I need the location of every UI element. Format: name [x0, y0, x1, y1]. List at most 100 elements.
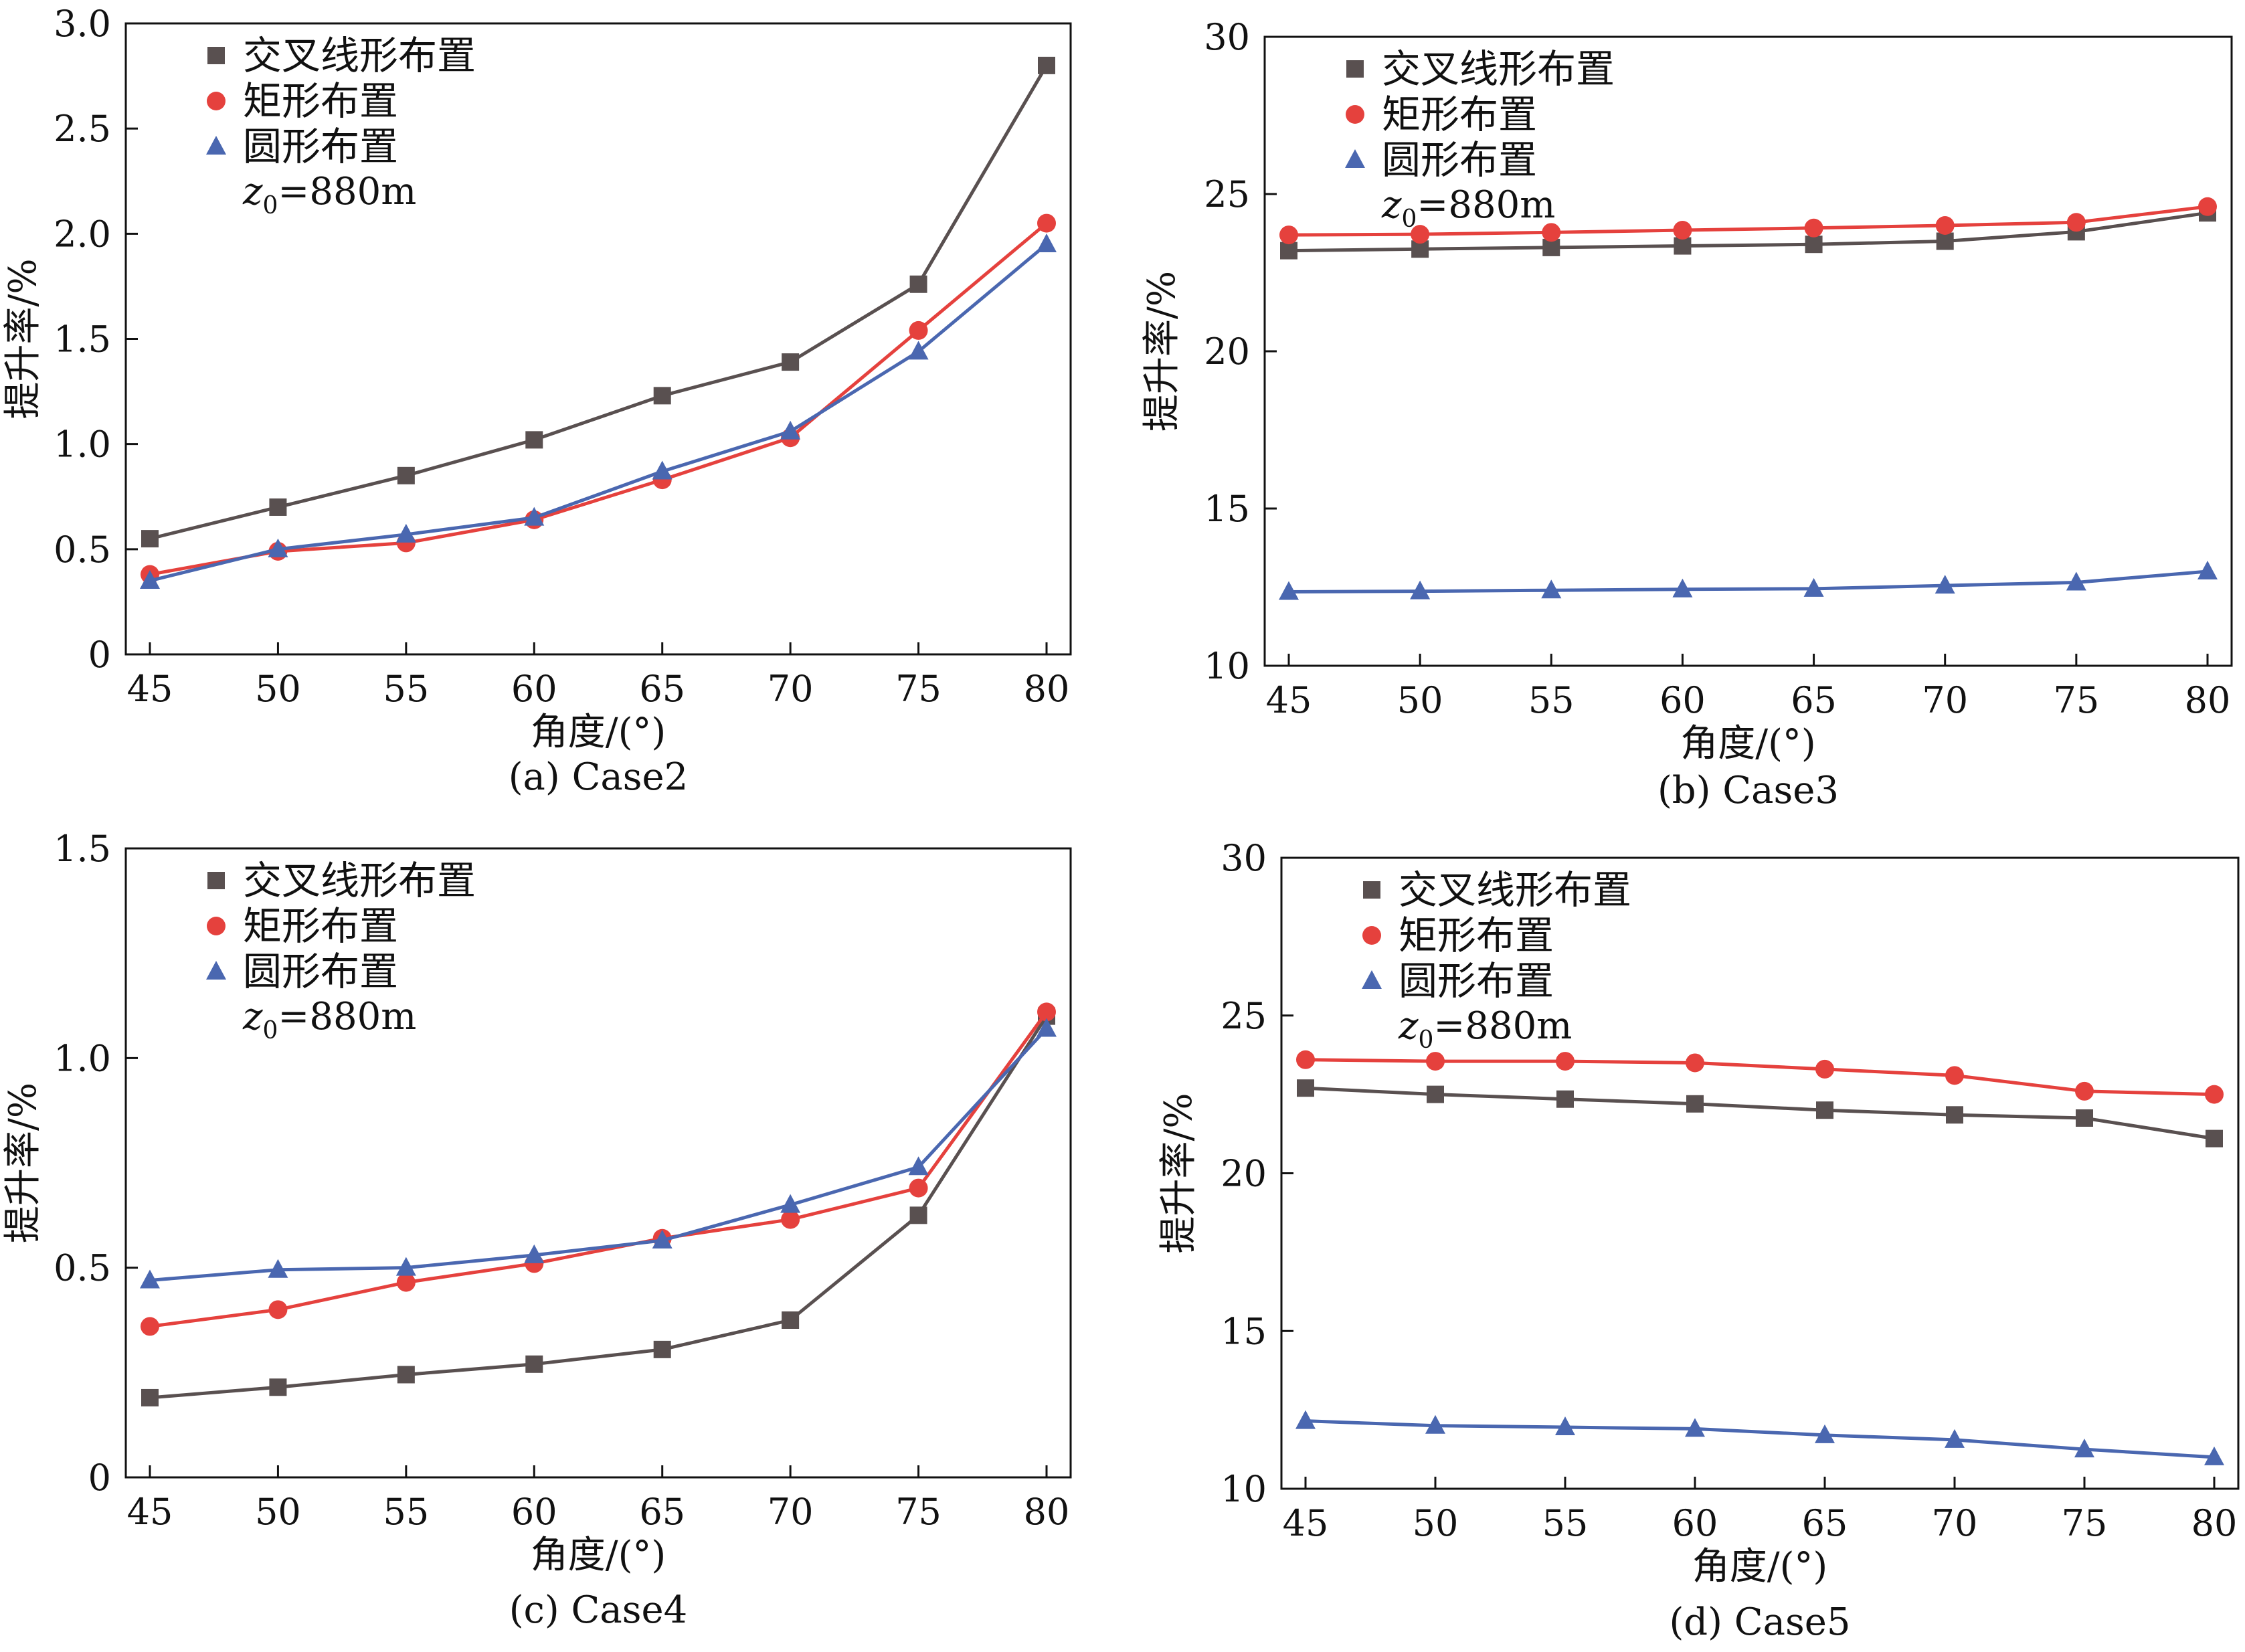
data-point-series-2 [2198, 197, 2217, 216]
data-point-series-1 [1038, 56, 1055, 74]
data-point-series-3 [1279, 581, 1299, 600]
legend-label-3: 圆形布置 [1399, 958, 1554, 1004]
y-axis-label: 提升率/% [1157, 1093, 1200, 1253]
legend-label-2: 矩形布置 [1399, 913, 1554, 958]
x-tick-label: 75 [895, 668, 941, 710]
chart-panel-2: 45 50 55 60 65 70 75 80 10 15 20 25 30 角度/(°) 提升率/% (b)… [1140, 16, 2233, 812]
data-point-series-1 [397, 466, 415, 484]
x-axis-label: 角度/(°) [1680, 722, 1816, 765]
x-tick-label: 55 [1542, 1502, 1589, 1544]
legend-label-2: 矩形布置 [1382, 92, 1537, 137]
data-point-series-3 [652, 1229, 672, 1249]
y-tick-label: 25 [1221, 995, 1267, 1037]
data-point-series-2 [396, 1273, 416, 1292]
data-point-series-3 [1295, 1410, 1316, 1429]
y-tick-label: 1.0 [54, 1037, 111, 1079]
y-tick-label: 10 [1204, 645, 1250, 687]
data-point-series-3 [1425, 1414, 1445, 1434]
legend-label-2: 矩形布置 [243, 903, 398, 949]
x-tick-label: 45 [1283, 1502, 1329, 1544]
data-point-series-2 [1945, 1066, 1964, 1085]
y-axis-label: 提升率/% [1, 1083, 45, 1243]
panel-caption: (d) Case5 [1669, 1600, 1850, 1644]
chart-panel-1: 45 50 55 60 65 70 75 80 0 0.5 1.0 1.5 2.0 2.5 3.0 角度/(°… [1, 3, 1072, 799]
x-tick-label: 60 [1672, 1502, 1718, 1544]
data-point-series-3 [1037, 1018, 1057, 1037]
data-point-series-3 [1410, 580, 1431, 600]
legend-marker-1 [207, 47, 225, 64]
chart-panel-3: 45 50 55 60 65 70 75 80 0 0.5 1.0 1.5 角度/(°) 提升率/% (c)… [1, 828, 1072, 1632]
data-point-series-1 [782, 353, 800, 371]
z0-subscript: 0 [263, 1017, 278, 1044]
legend-label-3: 圆形布置 [243, 124, 398, 169]
data-point-series-1 [1816, 1101, 1833, 1119]
data-point-series-2 [1556, 1052, 1575, 1071]
data-point-series-3 [395, 1257, 416, 1276]
data-point-series-3 [395, 523, 416, 543]
data-point-series-1 [653, 387, 671, 405]
legend-z0-note: z0=880m [1381, 183, 1555, 233]
data-point-series-3 [524, 1244, 545, 1263]
legend-marker-1 [1363, 881, 1380, 899]
data-point-series-1 [397, 1366, 415, 1384]
legend-z0-note: z0=880m [242, 995, 416, 1044]
data-point-series-2 [1037, 1002, 1056, 1022]
data-point-series-2 [2075, 1081, 2094, 1101]
y-axis-label: 提升率/% [1140, 271, 1184, 432]
data-point-series-3 [780, 1194, 801, 1213]
series-line-3 [149, 1027, 1048, 1282]
x-tick-label: 50 [255, 1491, 301, 1533]
data-point-series-1 [141, 530, 159, 548]
data-point-series-3 [652, 460, 672, 480]
series-line-1 [149, 64, 1049, 541]
y-tick-label: 15 [1221, 1310, 1267, 1352]
x-tick-label: 65 [1802, 1502, 1848, 1544]
data-point-series-2 [1673, 221, 1692, 240]
z0-value: =880m [1433, 1004, 1572, 1048]
y-tick-label: 2.5 [54, 108, 111, 150]
legend-marker-2 [1362, 926, 1381, 945]
legend-marker-2 [207, 917, 226, 935]
y-tick-label: 1.5 [54, 318, 111, 361]
x-tick-label: 55 [383, 668, 429, 710]
data-point-series-1 [909, 275, 927, 293]
legend-marker-2 [1346, 105, 1364, 124]
series-line-1 [149, 1015, 1049, 1400]
data-point-series-3 [908, 341, 929, 360]
z0-value: =880m [278, 170, 416, 213]
data-point-series-3 [140, 569, 160, 589]
legend-marker-3 [1362, 970, 1382, 989]
legend-label-1: 交叉线形布置 [1382, 46, 1615, 92]
data-point-series-3 [1037, 234, 1057, 253]
data-point-series-2 [1037, 213, 1056, 233]
data-point-series-3 [268, 1259, 288, 1278]
data-point-series-2 [1815, 1059, 1834, 1079]
data-point-series-1 [525, 1355, 543, 1373]
data-point-series-2 [1411, 225, 1430, 244]
y-tick-label: 1.5 [54, 828, 111, 870]
x-tick-label: 65 [1791, 679, 1837, 721]
data-point-series-2 [909, 1178, 928, 1198]
x-tick-label: 80 [1024, 1491, 1070, 1533]
x-tick-label: 45 [127, 668, 173, 710]
x-tick-label: 55 [383, 1491, 429, 1533]
data-point-series-2 [1804, 218, 1823, 238]
y-tick-label: 0.5 [54, 529, 111, 571]
series-line-3 [1305, 1419, 2215, 1459]
y-tick-label: 30 [1221, 837, 1267, 879]
y-tick-label: 20 [1221, 1153, 1267, 1195]
data-point-series-1 [1946, 1106, 1963, 1124]
x-tick-label: 70 [768, 1491, 814, 1533]
legend-marker-1 [1346, 60, 1364, 78]
data-point-series-3 [1555, 1416, 1575, 1436]
z0-symbol: z [242, 170, 263, 213]
legend-label-3: 圆形布置 [1382, 137, 1537, 183]
data-point-series-2 [909, 320, 928, 340]
y-tick-label: 25 [1204, 173, 1250, 215]
data-point-series-2 [141, 1317, 159, 1336]
data-point-series-1 [653, 1340, 671, 1358]
legend-marker-3 [1345, 149, 1365, 168]
x-tick-label: 60 [1659, 679, 1706, 721]
data-point-series-3 [1815, 1424, 1835, 1443]
